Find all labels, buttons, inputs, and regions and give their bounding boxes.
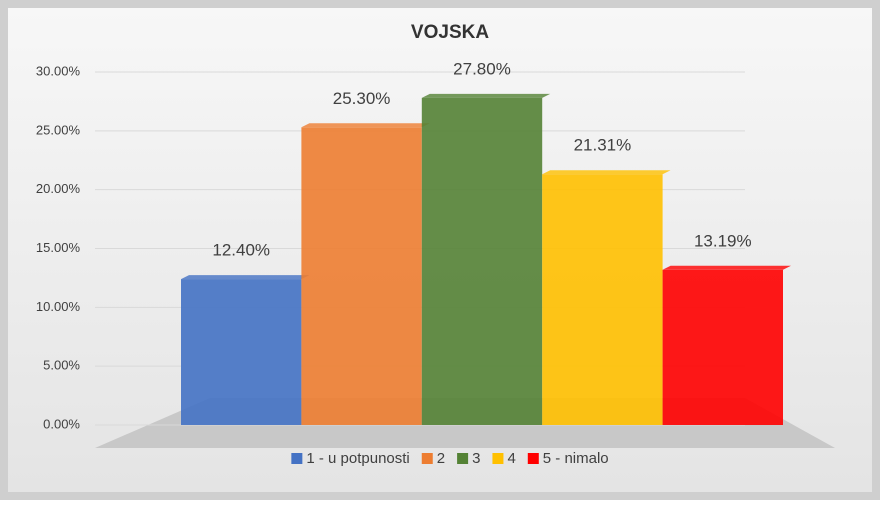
bar [301, 127, 422, 425]
y-tick-label: 15.00% [36, 240, 81, 255]
bar [662, 269, 783, 425]
value-label: 21.31% [574, 136, 632, 155]
value-label: 13.19% [694, 231, 752, 250]
bar-top [421, 93, 551, 98]
legend-label: 2 [437, 450, 445, 467]
value-label: 12.40% [212, 241, 270, 260]
legend-label: 1 - u potpunosti [306, 450, 409, 467]
y-tick-label: 0.00% [43, 416, 80, 431]
bar [421, 97, 543, 426]
y-tick-label: 10.00% [36, 299, 81, 314]
bar-top [181, 275, 310, 280]
legend-swatch [492, 453, 504, 464]
bar [542, 174, 663, 425]
value-label: 27.80% [453, 59, 511, 78]
y-tick-label: 30.00% [36, 63, 81, 78]
value-label: 25.30% [333, 89, 391, 108]
legend-label: 5 - nimalo [543, 450, 609, 467]
bar-top [542, 170, 671, 175]
y-tick-label: 20.00% [36, 181, 81, 196]
y-tick-label: 25.00% [36, 122, 81, 137]
bar [181, 279, 302, 425]
legend-swatch [527, 453, 539, 464]
legend-swatch [421, 453, 433, 464]
legend-swatch [457, 453, 469, 464]
bar-top [662, 265, 791, 270]
legend-swatch [291, 453, 303, 464]
legend-label: 3 [472, 450, 480, 467]
legend-label: 4 [507, 450, 515, 467]
y-tick-label: 5.00% [43, 358, 80, 373]
bar-top [301, 123, 430, 128]
chart-title: VOJSKA [411, 22, 489, 43]
